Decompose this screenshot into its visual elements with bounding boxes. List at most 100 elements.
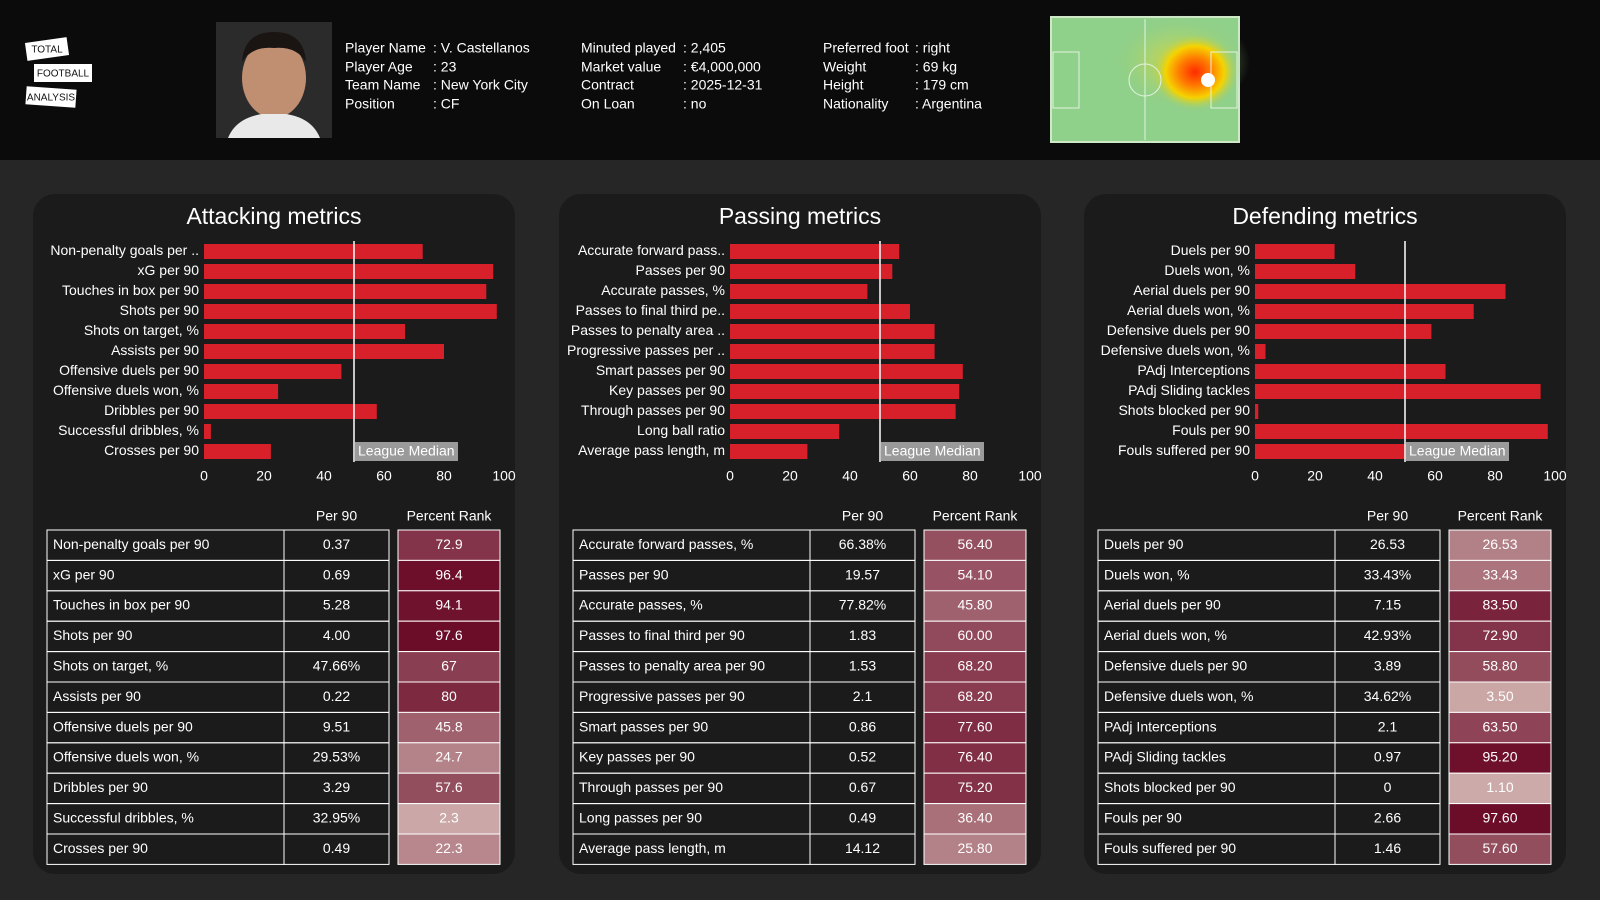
table-rank: 57.6 (435, 779, 462, 795)
table-header: Per 90 (316, 508, 357, 524)
info-value: : 23 (433, 59, 457, 75)
x-tick-label: 40 (316, 468, 332, 484)
rank-cell (1448, 651, 1552, 683)
info-value: : Argentina (915, 96, 982, 112)
y-tick-label: Shots blocked per 90 (1118, 402, 1250, 418)
x-tick-label: 0 (726, 468, 734, 484)
table-rank: 58.80 (1482, 658, 1517, 674)
table-rank: 97.6 (435, 627, 462, 643)
table-per90: 2.1 (853, 688, 873, 704)
table-metric: Dribbles per 90 (53, 779, 148, 795)
y-tick-label: Crosses per 90 (104, 442, 199, 458)
table-metric: Smart passes per 90 (579, 718, 708, 734)
info-label: Minuted played (581, 40, 676, 56)
rank-cell (397, 772, 501, 805)
table-metric: Aerial duels won, % (1104, 627, 1227, 643)
x-tick-label: 100 (1543, 468, 1567, 484)
median-label-bg (355, 442, 458, 461)
rank-cell (923, 529, 1027, 561)
rank-cell (923, 742, 1027, 774)
table-metric: Offensive duels per 90 (53, 718, 193, 734)
table-rank: 45.8 (435, 718, 462, 734)
table-rank: 76.40 (957, 749, 992, 765)
x-tick-label: 20 (782, 468, 798, 484)
table-per90: 0.97 (1374, 749, 1401, 765)
table-rank: 97.60 (1482, 810, 1517, 826)
table-rank: 36.40 (957, 810, 992, 826)
table-per90: 0.49 (849, 810, 876, 826)
table-rank: 95.20 (1482, 749, 1517, 765)
y-tick-label: xG per 90 (138, 262, 200, 278)
table-metric: Accurate forward passes, % (579, 536, 753, 552)
table-per90: 3.89 (1374, 658, 1401, 674)
bar (204, 364, 342, 379)
table-per90: 19.57 (845, 566, 880, 582)
bar (730, 264, 893, 279)
table-per90: 33.43% (1364, 566, 1411, 582)
x-tick-label: 40 (842, 468, 858, 484)
bar (204, 384, 279, 399)
table-per90: 1.46 (1374, 840, 1401, 856)
logo-text: FOOTBALL (37, 69, 90, 80)
hair (242, 32, 306, 62)
rank-cell (1448, 742, 1552, 774)
info-label: Preferred foot (823, 40, 909, 56)
rank-cell (397, 681, 501, 713)
table-metric: Shots blocked per 90 (1104, 779, 1236, 795)
table-per90: 9.51 (323, 718, 350, 734)
rank-cell (1448, 803, 1552, 835)
rank-cell (1448, 559, 1552, 592)
table-metric: Duels won, % (1104, 566, 1190, 582)
y-tick-label: Offensive duels won, % (53, 382, 199, 398)
table-rank: 94.1 (435, 597, 462, 613)
info-label: On Loan (581, 96, 635, 112)
bar (204, 344, 444, 359)
y-tick-label: Duels won, % (1164, 262, 1250, 278)
x-tick-label: 60 (902, 468, 918, 484)
rank-cell (923, 711, 1027, 744)
face (242, 38, 306, 118)
info-value: : right (915, 40, 950, 56)
table-metric: Average pass length, m (579, 840, 726, 856)
table-per90: 34.62% (1364, 688, 1411, 704)
rank-cell (397, 529, 501, 561)
x-tick-label: 0 (1251, 468, 1259, 484)
table-metric: Passes to penalty area per 90 (579, 658, 765, 674)
bar (730, 244, 900, 259)
x-tick-label: 0 (200, 468, 208, 484)
rank-cell (1448, 711, 1552, 744)
table-per90: 26.53 (1370, 536, 1405, 552)
bar (204, 284, 487, 299)
bar (204, 404, 377, 419)
bar (730, 284, 868, 299)
bar (1255, 264, 1356, 279)
table-metric: Progressive passes per 90 (579, 688, 745, 704)
logo-text: TOTAL (31, 45, 63, 56)
x-tick-label: 100 (1018, 468, 1042, 484)
table-per90: 0.86 (849, 718, 876, 734)
bar (730, 364, 963, 379)
table-per90: 2.66 (1374, 810, 1401, 826)
x-tick-label: 20 (256, 468, 272, 484)
ball-marker (1201, 73, 1215, 87)
player-photo (216, 22, 332, 138)
info-label: Weight (823, 59, 866, 75)
y-tick-label: Aerial duels won, % (1127, 302, 1250, 318)
table-header: Percent Rank (933, 508, 1019, 524)
table-per90: 0 (1384, 779, 1392, 795)
y-tick-label: Successful dribbles, % (58, 422, 199, 438)
table-rank: 60.00 (957, 627, 992, 643)
logo-box (24, 37, 70, 61)
info-label: Contract (581, 77, 634, 93)
table-metric: Passes per 90 (579, 566, 669, 582)
table-rank: 2.3 (439, 810, 459, 826)
heat-zone (1150, 32, 1240, 112)
table-rank: 72.90 (1482, 627, 1517, 643)
bar (204, 444, 271, 459)
y-tick-label: Offensive duels per 90 (59, 362, 199, 378)
panel (33, 194, 515, 874)
x-tick-label: 80 (1487, 468, 1503, 484)
table-per90: 0.67 (849, 779, 876, 795)
bar (730, 344, 935, 359)
info-label: Team Name (345, 77, 421, 93)
